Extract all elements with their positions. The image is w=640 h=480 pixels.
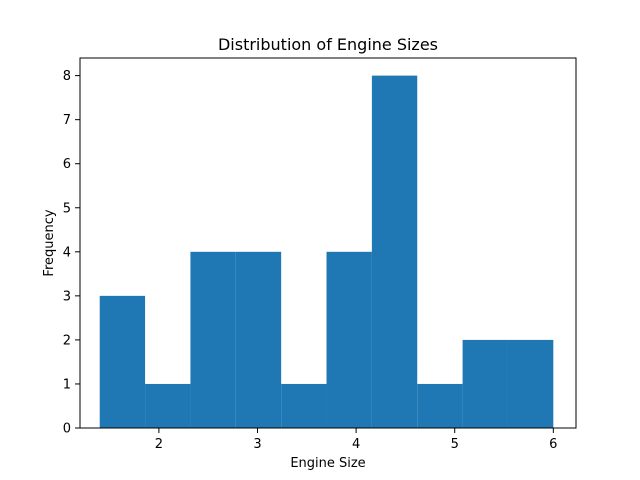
y-tick-label: 3 xyxy=(63,289,71,304)
x-axis-label: Engine Size xyxy=(290,456,365,471)
y-tick-label: 1 xyxy=(63,377,71,392)
bars-layer xyxy=(99,75,554,428)
x-tick-label: 4 xyxy=(352,437,360,452)
histogram-bar xyxy=(326,251,372,428)
plot-frame xyxy=(79,57,577,429)
histogram-bar xyxy=(417,383,463,428)
histogram-bar xyxy=(462,339,508,428)
x-tick-label: 5 xyxy=(451,437,459,452)
histogram-bar xyxy=(507,339,554,428)
histogram-bar xyxy=(99,295,146,428)
y-tick-label: 0 xyxy=(63,422,71,437)
x-tick-label: 2 xyxy=(155,437,163,452)
histogram-bar xyxy=(281,383,327,428)
axes-layer xyxy=(79,57,577,429)
histogram-bar xyxy=(235,251,282,428)
y-tick-label: 7 xyxy=(63,113,71,128)
x-tick-label: 3 xyxy=(253,437,261,452)
y-tick-label: 4 xyxy=(63,245,71,260)
y-tick-label: 8 xyxy=(63,69,71,84)
y-tick-label: 6 xyxy=(63,157,71,172)
y-axis-label: Frequency xyxy=(42,209,57,276)
x-tick-label: 6 xyxy=(549,437,557,452)
y-tick-label: 2 xyxy=(63,333,71,348)
ticks-layer: 2 3 4 5 6 0 1 2 3 4 5 6 7 8 xyxy=(63,69,558,452)
chart-title: Distribution of Engine Sizes xyxy=(218,35,438,54)
histogram-bar xyxy=(190,251,236,428)
y-tick-label: 5 xyxy=(63,201,71,216)
histogram-bar xyxy=(145,383,191,428)
histogram-bar xyxy=(371,75,418,428)
